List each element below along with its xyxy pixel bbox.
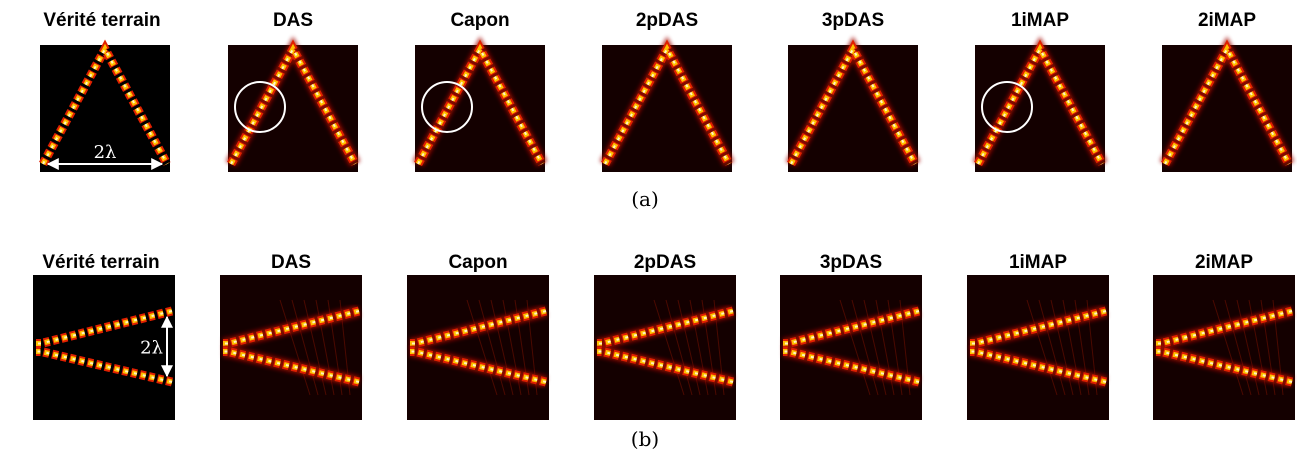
beam-hot: [790, 46, 916, 165]
heatmap-bg: [220, 275, 362, 420]
panel-title: Vérité terrain: [43, 10, 160, 31]
heatmap-bg: [594, 275, 736, 420]
highlight-circle: [234, 81, 286, 133]
heatmap: [1159, 36, 1295, 172]
heatmap-bg: [1153, 275, 1295, 420]
beam-core: [223, 308, 360, 346]
beam-hot: [1156, 350, 1293, 383]
beam-core: [597, 308, 734, 346]
subfigure-caption: (b): [631, 427, 659, 451]
beam-hot: [977, 46, 1103, 165]
panel-title: Capon: [448, 252, 507, 273]
heatmap: [407, 275, 549, 420]
heatmap: [599, 36, 735, 172]
heatmap: [967, 275, 1109, 420]
panel-title: 3pDAS: [820, 252, 882, 273]
beam-hot: [417, 46, 543, 165]
heatmap: [780, 275, 922, 420]
panel-title: 1iMAP: [1011, 10, 1069, 31]
panel-title: Capon: [450, 10, 509, 31]
artifact: [1026, 299, 1058, 396]
beam-core: [1156, 308, 1293, 346]
beam-hot: [36, 350, 173, 383]
heatmap-bg: [602, 45, 732, 172]
heatmap-bg: [1162, 45, 1292, 172]
artifact: [653, 299, 685, 396]
heatmap-bg: [415, 45, 545, 172]
panel-title: 3pDAS: [822, 10, 884, 31]
beam-hot: [223, 350, 360, 383]
panel-title: 2pDAS: [634, 252, 696, 273]
heatmap: [220, 275, 362, 420]
heatmap: [412, 36, 548, 172]
artifact: [1038, 299, 1066, 396]
heatmap-bg: [228, 45, 358, 172]
artifact: [851, 299, 879, 396]
heatmap: 2λ: [39, 39, 171, 172]
highlight-circle: [421, 81, 473, 133]
panel-title: 2pDAS: [636, 10, 698, 31]
artifact: [839, 299, 871, 396]
highlight-circle: [981, 81, 1033, 133]
beam-hot: [42, 46, 168, 165]
beam-hot: [604, 46, 730, 165]
heatmap: [594, 275, 736, 420]
panel-title: DAS: [271, 252, 311, 273]
panel-title: Vérité terrain: [42, 252, 159, 273]
heatmap-bg: [788, 45, 918, 172]
panel-title: 2iMAP: [1195, 252, 1253, 273]
heatmap-bg: [967, 275, 1109, 420]
heatmap: [785, 36, 921, 172]
artifact: [291, 299, 319, 396]
beam-hot: [230, 46, 356, 165]
artifact: [1224, 299, 1252, 396]
beam-core: [783, 308, 920, 346]
heatmap-bg: [40, 45, 170, 172]
beam-hot: [597, 350, 734, 383]
beam-hot: [783, 350, 920, 383]
beam-core: [970, 308, 1107, 346]
artifact: [665, 299, 693, 396]
beam-hot: [1164, 46, 1290, 165]
panel-title: DAS: [273, 10, 313, 31]
panel-title: 2iMAP: [1198, 10, 1256, 31]
beam-core: [36, 308, 173, 346]
artifact: [1212, 299, 1244, 396]
beam-hot: [410, 350, 547, 383]
artifact: [478, 299, 506, 396]
heatmap-bg: [975, 45, 1105, 172]
panel-title: 1iMAP: [1009, 252, 1067, 273]
heatmap-bg: [407, 275, 549, 420]
dimension-label: 2λ: [94, 142, 117, 163]
heatmap-bg: [33, 275, 175, 420]
beam-hot: [970, 350, 1107, 383]
heatmap: [1153, 275, 1295, 420]
heatmap: 2λ: [33, 275, 175, 420]
dimension-label: 2λ: [140, 338, 163, 359]
beam-core: [410, 308, 547, 346]
artifact: [466, 299, 498, 396]
heatmap: [225, 36, 361, 172]
heatmap-bg: [780, 275, 922, 420]
artifact: [279, 299, 311, 396]
subfigure-caption: (a): [631, 187, 659, 211]
heatmap: [972, 36, 1108, 172]
